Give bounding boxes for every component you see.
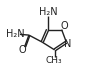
Text: H₂N: H₂N bbox=[39, 7, 57, 17]
Text: H₂N: H₂N bbox=[6, 29, 25, 39]
Text: N: N bbox=[64, 39, 72, 49]
Text: CH₃: CH₃ bbox=[45, 56, 62, 65]
Text: O: O bbox=[61, 21, 69, 31]
Text: O: O bbox=[18, 45, 26, 55]
